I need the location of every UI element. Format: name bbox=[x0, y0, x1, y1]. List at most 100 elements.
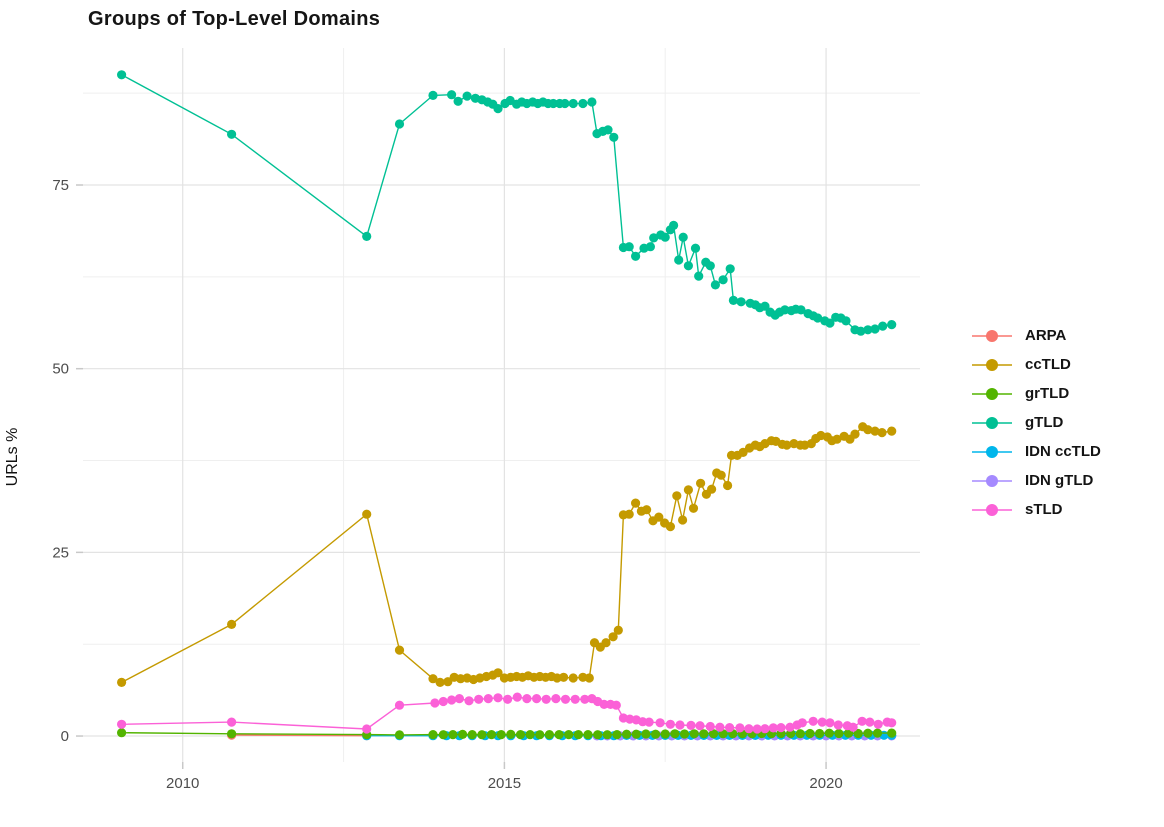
data-point bbox=[584, 673, 594, 683]
data-point bbox=[718, 275, 728, 285]
data-point bbox=[227, 619, 237, 630]
data-point bbox=[873, 719, 883, 729]
data-point bbox=[438, 696, 448, 707]
legend-item-grTLD: grTLD bbox=[972, 379, 1101, 408]
legend-label: gTLD bbox=[1025, 414, 1064, 431]
data-point bbox=[117, 728, 127, 738]
x-tick-label: 2015 bbox=[488, 775, 521, 792]
data-point bbox=[824, 728, 834, 738]
data-point bbox=[117, 719, 127, 729]
data-point bbox=[752, 724, 762, 734]
data-point bbox=[394, 119, 405, 129]
data-point bbox=[870, 324, 880, 334]
data-point bbox=[506, 729, 516, 740]
data-point bbox=[649, 233, 659, 243]
data-point bbox=[447, 90, 457, 100]
data-point bbox=[631, 251, 641, 261]
data-point bbox=[736, 297, 746, 307]
y-tick-label: 50 bbox=[52, 361, 69, 378]
legend-marker-icon bbox=[972, 445, 1012, 458]
data-point bbox=[796, 305, 806, 315]
legend-marker-icon bbox=[972, 416, 1012, 429]
legend-marker-icon bbox=[972, 474, 1012, 487]
data-point bbox=[863, 728, 873, 738]
data-point bbox=[738, 447, 748, 457]
data-point bbox=[477, 730, 487, 740]
data-point bbox=[587, 97, 597, 107]
x-tick-label: 2020 bbox=[809, 775, 842, 792]
data-point bbox=[227, 717, 237, 727]
data-point bbox=[887, 728, 897, 738]
data-point bbox=[710, 280, 721, 290]
legend-marker-icon bbox=[972, 329, 1012, 342]
data-point bbox=[887, 718, 897, 728]
data-point bbox=[825, 718, 835, 728]
series-ccTLD bbox=[117, 422, 897, 688]
series-sTLD bbox=[117, 692, 897, 734]
data-point bbox=[631, 729, 641, 739]
data-point bbox=[641, 729, 651, 739]
data-point bbox=[744, 724, 754, 734]
data-point bbox=[559, 672, 569, 682]
data-point bbox=[578, 98, 588, 109]
data-point bbox=[642, 505, 652, 515]
data-point bbox=[570, 694, 580, 704]
legend-marker-icon bbox=[972, 358, 1012, 371]
data-point bbox=[394, 700, 405, 710]
legend-item-ccTLD: ccTLD bbox=[972, 350, 1101, 379]
data-point bbox=[117, 677, 127, 688]
data-point bbox=[554, 730, 564, 740]
data-point bbox=[467, 730, 477, 740]
data-point bbox=[464, 696, 474, 706]
data-point bbox=[808, 716, 818, 726]
data-point bbox=[660, 729, 670, 739]
data-point bbox=[760, 724, 770, 734]
data-point bbox=[785, 722, 795, 732]
data-point bbox=[832, 434, 842, 444]
data-point bbox=[117, 70, 127, 80]
data-point bbox=[532, 694, 542, 704]
series-line bbox=[121, 732, 892, 736]
data-point bbox=[853, 728, 863, 739]
data-point bbox=[805, 728, 815, 739]
data-point bbox=[887, 426, 897, 436]
y-axis-title: URLs % bbox=[4, 427, 21, 487]
legend-marker-icon bbox=[972, 387, 1012, 400]
legend-item-sTLD: sTLD bbox=[972, 495, 1101, 524]
series-line bbox=[121, 74, 892, 332]
data-point bbox=[688, 503, 699, 513]
data-point bbox=[841, 316, 851, 326]
data-point bbox=[817, 717, 827, 727]
data-point bbox=[394, 730, 405, 740]
data-point bbox=[474, 694, 484, 704]
data-point bbox=[544, 730, 555, 740]
data-point bbox=[503, 694, 513, 704]
data-point bbox=[696, 478, 706, 488]
data-point bbox=[660, 232, 670, 242]
data-point bbox=[430, 698, 440, 708]
data-point bbox=[723, 480, 733, 491]
data-point bbox=[462, 91, 472, 101]
data-point bbox=[453, 96, 463, 106]
data-point bbox=[580, 694, 590, 704]
series-gTLD bbox=[117, 70, 897, 336]
data-point bbox=[705, 721, 715, 732]
data-point bbox=[428, 730, 438, 740]
data-point bbox=[872, 728, 883, 738]
data-point bbox=[705, 261, 715, 271]
data-point bbox=[631, 498, 641, 508]
data-point bbox=[768, 723, 778, 733]
data-point bbox=[670, 729, 680, 739]
data-point bbox=[624, 242, 634, 252]
chart-title: Groups of Top-Level Domains bbox=[88, 8, 381, 30]
data-point bbox=[568, 98, 578, 109]
data-point bbox=[878, 321, 888, 331]
data-point bbox=[541, 694, 551, 704]
legend-label: ARPA bbox=[1025, 327, 1067, 344]
data-point bbox=[573, 730, 584, 740]
data-point bbox=[694, 271, 704, 281]
data-point bbox=[863, 325, 873, 335]
data-point bbox=[608, 632, 618, 642]
data-point bbox=[654, 512, 664, 522]
